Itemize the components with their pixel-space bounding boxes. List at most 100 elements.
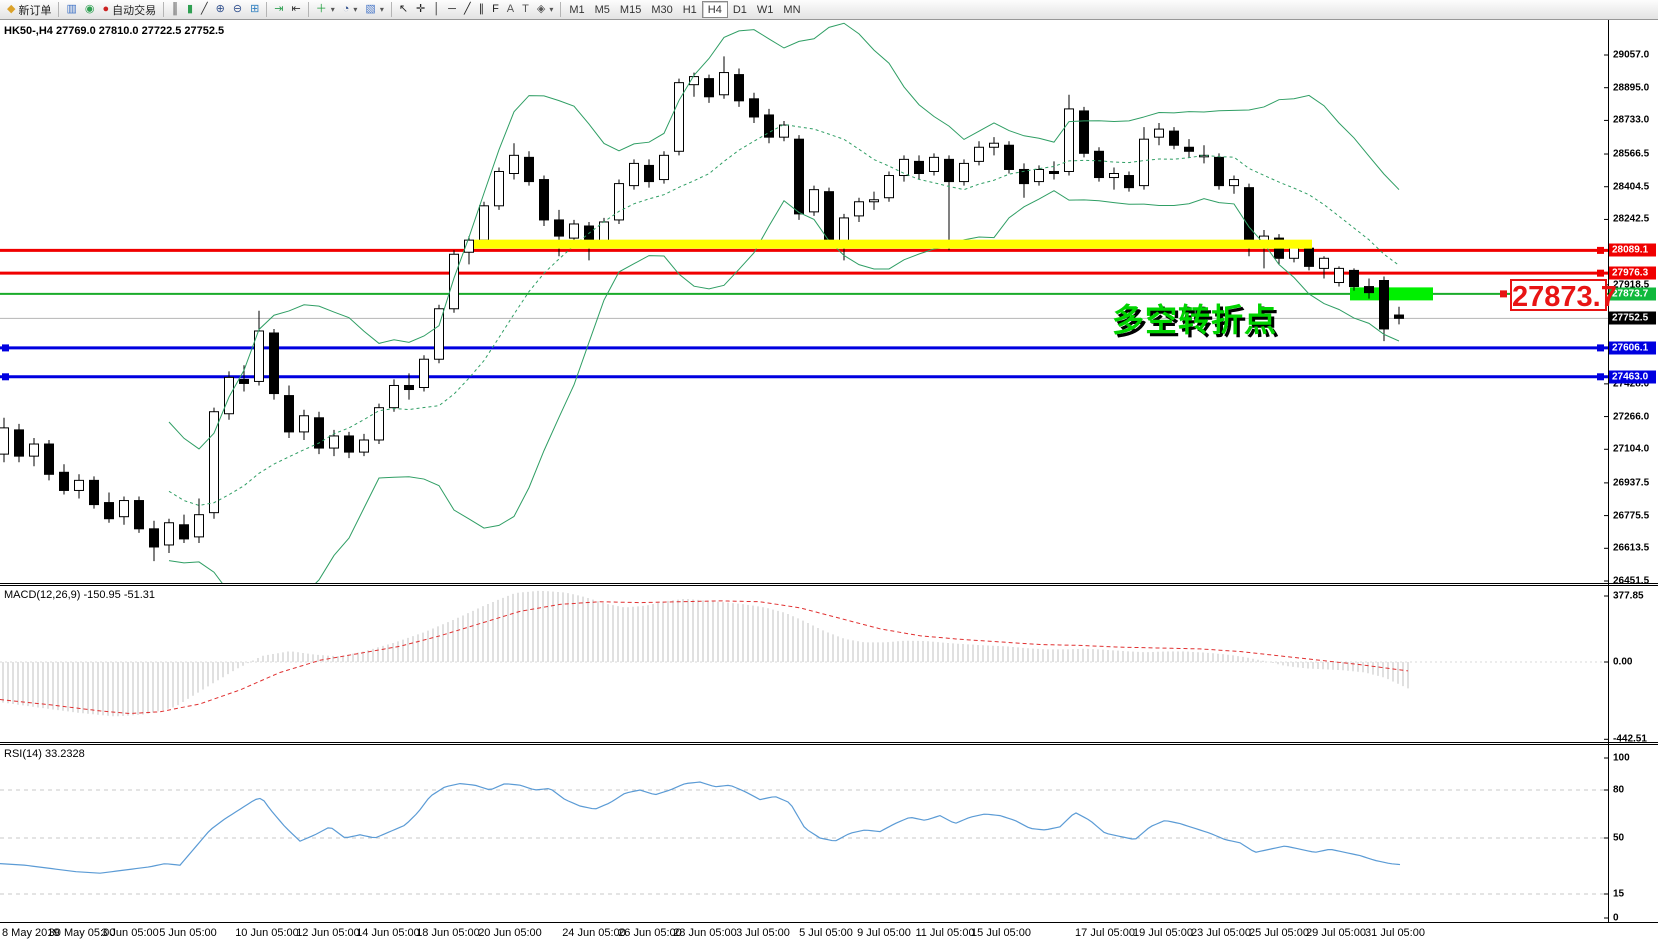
new-order-button[interactable]: ◆ 新订单	[3, 1, 55, 18]
autoscroll-button[interactable]: ⇥	[270, 1, 287, 18]
arrows-button[interactable]: ◈ ▾	[533, 1, 557, 18]
time-axis-label: 15 Jul 05:00	[971, 927, 1031, 939]
time-axis-label: 11 Jul 05:00	[915, 927, 975, 939]
price-axis-tick: 27428.0	[1613, 378, 1650, 390]
time-axis-label: 24 Jun 05:00	[562, 927, 626, 939]
line-drag-handle	[1500, 290, 1507, 298]
price-axis-tick: 28242.5	[1613, 213, 1650, 225]
zoom-out-button[interactable]: ⊖	[229, 1, 246, 18]
zoom-in-button[interactable]: ⊕	[212, 1, 229, 18]
chart-header: HK50-,H4 27769.0 27810.0 27722.5 27752.5	[4, 25, 225, 37]
rsi-pane	[0, 781, 1608, 895]
time-axis-label: 30 May 05:00	[48, 927, 116, 939]
price-axis-tick: 26451.5	[1613, 575, 1650, 587]
price-tag: 27606.1	[1609, 341, 1656, 355]
clock-icon: ◔	[342, 3, 350, 15]
cursor-button[interactable]: ↖	[395, 1, 412, 18]
timeframe-m15-button[interactable]: M15	[619, 3, 642, 16]
label-button[interactable]: T	[518, 1, 533, 18]
line-drag-handle	[1597, 344, 1604, 352]
trendline-button[interactable]: ╱	[460, 1, 475, 18]
periods-button[interactable]: ◔ ▾	[339, 1, 362, 18]
text-button[interactable]: A	[503, 1, 518, 18]
price-callout-label[interactable]: 27873.7	[1510, 279, 1617, 313]
line-drag-handle	[1597, 246, 1604, 254]
horizontal-line-icon: ─	[448, 3, 456, 15]
timeframe-m1-button[interactable]: M1	[569, 3, 585, 16]
timeframe-m30-button[interactable]: M30	[651, 3, 673, 16]
candles-layer	[0, 56, 1404, 562]
toolbar-separator	[560, 2, 562, 17]
indicators-button[interactable]: ＋ ▾	[312, 1, 339, 18]
time-axis-label: 31 Jul 05:00	[1365, 927, 1425, 939]
price-axis-tick: 27918.5	[1613, 279, 1650, 291]
time-axis-label: 5 Jun 05:00	[159, 927, 217, 939]
time-axis-label: 23 Jul 05:00	[1191, 927, 1251, 939]
rsi-indicator-label: RSI(14) 33.2328	[4, 748, 85, 760]
toolbar-separator	[390, 2, 392, 17]
horizontal-line-button[interactable]: ─	[444, 1, 460, 18]
rsi-axis-tick: 50	[1613, 832, 1625, 844]
price-axis-tick: 28404.5	[1613, 181, 1650, 193]
rsi-line	[0, 781, 1401, 874]
new-order-icon: ◆	[7, 3, 16, 15]
line-drag-handle	[1597, 373, 1604, 381]
autotrading-icon: ●	[102, 3, 110, 15]
timeframe-m5-button[interactable]: M5	[594, 3, 610, 16]
rsi-axis-tick: 0	[1613, 912, 1619, 924]
chart-shift-button[interactable]: ⇤	[288, 1, 305, 18]
line-drag-handle	[1597, 269, 1604, 277]
timeframe-mn-button[interactable]: MN	[783, 3, 801, 16]
fibonacci-button[interactable]: F	[488, 1, 503, 18]
autotrading-button[interactable]: ● 自动交易	[98, 1, 160, 18]
market-watch-button[interactable]: ▥	[62, 1, 80, 18]
navigator-button[interactable]: ◉	[81, 1, 99, 18]
templates-button[interactable]: ▧ ▾	[361, 1, 387, 18]
channel-button[interactable]: ∥	[475, 1, 489, 18]
time-axis-label: 17 Jul 05:00	[1075, 927, 1135, 939]
timeframe-h4-button[interactable]: H4	[701, 1, 728, 18]
price-axis-tick: 28566.5	[1613, 148, 1650, 160]
macd-axis-tick: 377.85	[1613, 590, 1644, 602]
candlestick-icon: ▮	[186, 3, 193, 15]
autotrading-button-label: 自动交易	[112, 4, 157, 17]
time-axis-label: 26 Jun 05:00	[618, 927, 682, 939]
time-axis-label: 14 Jun 05:00	[356, 927, 420, 939]
bar-chart-button[interactable]: ║	[167, 1, 183, 18]
time-axis-label: 8 May 2019	[2, 927, 60, 939]
price-axis-tick: 27266.0	[1613, 411, 1650, 423]
cursor-icon: ↖	[398, 3, 409, 15]
line-drag-handle	[2, 344, 9, 352]
toolbar-separator	[58, 2, 60, 17]
timeframe-h1-button[interactable]: H1	[682, 3, 697, 16]
time-axis-label: 25 Jul 05:00	[1249, 927, 1309, 939]
price-tag: 28089.1	[1609, 243, 1656, 257]
time-axis-label: 18 Jun 05:00	[416, 927, 480, 939]
timeframe-d1-button[interactable]: D1	[732, 3, 747, 16]
bollinger-upper-band	[168, 22, 1400, 450]
price-axis-tick: 29057.0	[1613, 49, 1650, 61]
fibonacci-icon: F	[492, 3, 499, 15]
time-axis-label: 3 Jun 05:00	[101, 927, 159, 939]
bollinger-lower-band	[168, 190, 1400, 583]
timeframe-w1-button[interactable]: W1	[756, 3, 774, 16]
tile-windows-button[interactable]: ⊞	[246, 1, 263, 18]
candlestick-button[interactable]: ▮	[183, 1, 197, 18]
zoom-out-icon: ⊖	[232, 3, 243, 15]
indicator-add-icon: ＋	[315, 3, 327, 15]
new-order-button-label: 新订单	[18, 4, 52, 17]
price-tag: 27976.3	[1609, 266, 1656, 280]
bar-chart-icon: ║	[171, 3, 179, 15]
macd-pane	[0, 590, 1608, 717]
vertical-line-button[interactable]: │	[429, 1, 444, 18]
green-highlight-band	[1350, 287, 1433, 301]
dropdown-caret-icon: ▾	[379, 5, 384, 14]
crosshair-button[interactable]: ✛	[412, 1, 429, 18]
toolbar-separator	[266, 2, 268, 17]
toolbar-separator	[163, 2, 165, 17]
line-chart-button[interactable]: ╱	[197, 1, 212, 18]
yellow-resistance-band	[474, 239, 1312, 249]
channel-icon: ∥	[478, 3, 485, 15]
macd-signal-line	[0, 600, 1409, 714]
